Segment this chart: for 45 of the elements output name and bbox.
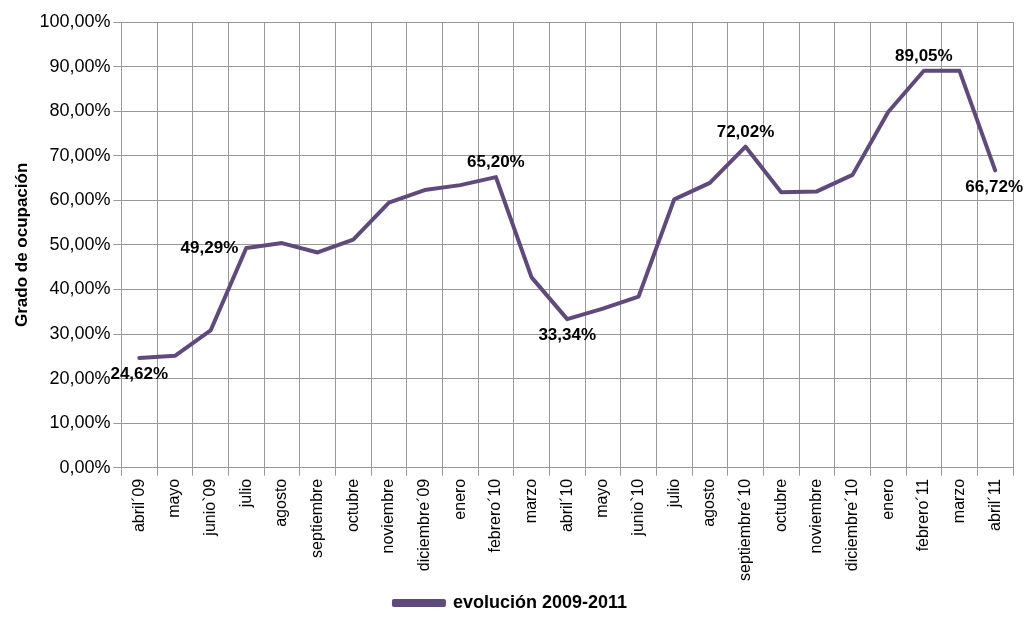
x-tick-label: enero [878,478,896,520]
y-tick-label: 30,00% [49,322,111,343]
x-tick-label: abril´11 [985,478,1003,531]
x-tick-label: junio`09 [201,478,219,537]
x-tick-label: noviembre [807,478,825,554]
x-tick-label: diciembre´10 [842,478,860,572]
y-tick-label: 60,00% [49,189,111,210]
x-tick-label: octubre [343,478,361,533]
x-tick-label: mayo [593,478,611,518]
x-tick-label: septiembre [308,478,325,558]
data-label: 72,02% [716,121,775,141]
y-tick-label: 0,00% [59,456,111,477]
data-label: 65,20% [467,152,525,172]
x-tick-label: junio`10 [628,478,646,537]
x-tick-label: julio [664,478,682,509]
x-tick-label: septiembre´10 [735,478,753,582]
x-tick-label: febrero´10 [486,478,504,553]
x-tick-label: diciembre´09 [414,478,432,572]
x-tick-label: marzo [521,478,539,524]
y-tick-label: 50,00% [49,233,111,254]
data-label: 89,05% [895,45,953,65]
y-tick-label: 70,00% [49,144,111,165]
x-tick-label: marzo [949,478,967,524]
x-tick-label: mayo [165,478,183,518]
data-label: 24,62% [110,364,169,384]
x-tick-label: julio [236,478,254,509]
x-tick-label: abril´10 [557,478,575,533]
legend-label: evolución 2009-2011 [452,591,628,612]
x-tick-label: abril´09 [129,478,147,533]
y-axis-title: Grado de ocupación [11,162,31,328]
x-tick-label: enero [450,478,468,520]
y-tick-label: 80,00% [49,100,111,121]
x-tick-label: octubre [771,478,789,533]
x-tick-label: febrero´11 [914,478,932,552]
data-label: 49,29% [180,237,239,257]
data-label: 66,72% [965,176,1024,196]
x-tick-label: agosto [272,478,290,527]
x-tick-label: noviembre [379,478,397,554]
y-tick-label: 100,00% [39,10,111,31]
y-tick-label: 10,00% [49,412,111,433]
y-tick-label: 90,00% [49,55,111,76]
y-tick-label: 40,00% [49,278,111,299]
x-tick-label: agosto [700,478,718,527]
y-tick-label: 20,00% [49,367,111,388]
data-label: 33,34% [538,325,597,345]
